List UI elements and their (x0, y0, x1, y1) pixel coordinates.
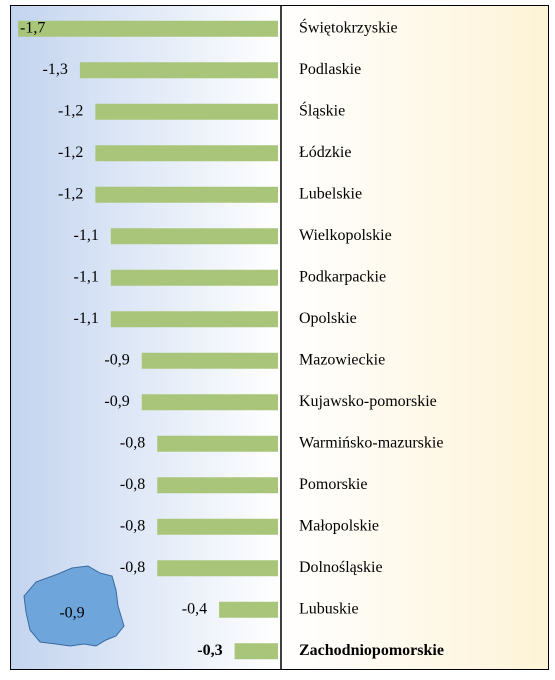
bar (110, 311, 278, 328)
category-label: Wielkopolskie (299, 227, 392, 244)
bar (141, 352, 278, 369)
bar (157, 560, 278, 577)
bar (110, 269, 278, 286)
category-label: Podlaskie (299, 61, 361, 78)
bar (95, 103, 279, 120)
value-label: -0,8 (120, 559, 145, 576)
national-label: -0,9 (59, 605, 84, 622)
category-label: Małopolskie (299, 517, 379, 534)
category-label: Świętokrzyskie (299, 17, 398, 36)
bar (95, 186, 279, 203)
category-label: Lubelskie (299, 185, 362, 202)
bar (219, 601, 278, 618)
value-label: -1,7 (20, 19, 45, 36)
category-label: Kujawsko-pomorskie (299, 393, 437, 410)
poland-map (23, 565, 125, 647)
bar (95, 145, 279, 162)
value-label: -0,8 (120, 517, 145, 534)
category-label: Mazowieckie (299, 351, 385, 368)
category-label: Łódzkie (299, 144, 351, 161)
value-label: -0,4 (182, 600, 207, 617)
category-label: Pomorskie (299, 476, 367, 493)
value-label: -1,1 (73, 310, 98, 327)
value-label: -1,2 (58, 102, 83, 119)
bar (234, 643, 278, 660)
bar (18, 20, 278, 37)
value-label: -1,1 (73, 227, 98, 244)
bar (141, 394, 278, 411)
value-label: -0,8 (120, 434, 145, 451)
category-label: Zachodniopomorskie (299, 642, 444, 659)
value-label: -1,1 (73, 268, 98, 285)
category-label: Opolskie (299, 310, 357, 327)
value-label: -1,2 (58, 144, 83, 161)
value-label: -0,9 (104, 393, 129, 410)
value-label: -1,3 (43, 61, 68, 78)
value-label: -0,9 (104, 351, 129, 368)
category-label: Warmińsko-mazurskie (299, 434, 443, 451)
value-label: -0,8 (120, 476, 145, 493)
category-label: Dolnośląskie (299, 559, 383, 576)
category-label: Lubuskie (299, 600, 359, 617)
bar (157, 435, 278, 452)
bar (157, 518, 278, 535)
value-label: -0,3 (197, 642, 222, 659)
bar (110, 228, 278, 245)
frame (10, 5, 549, 670)
category-label: Podkarpackie (299, 268, 386, 285)
bar (157, 477, 278, 494)
category-label: Śląskie (299, 100, 345, 119)
bar (79, 62, 278, 79)
value-label: -1,2 (58, 185, 83, 202)
right-background (281, 5, 549, 670)
